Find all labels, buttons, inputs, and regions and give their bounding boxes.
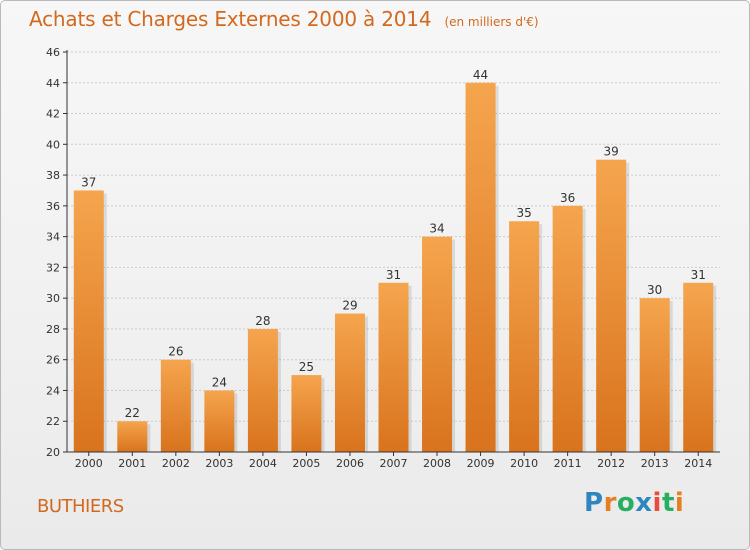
chart-subtitle: (en milliers d'€) xyxy=(444,15,539,29)
bar xyxy=(73,190,104,452)
x-tick-label: 2005 xyxy=(292,457,320,470)
bar xyxy=(117,421,148,452)
bar xyxy=(160,359,191,452)
bar xyxy=(596,159,627,452)
logo-letter: i xyxy=(674,488,685,518)
bar xyxy=(509,221,540,452)
bar xyxy=(683,282,714,452)
bar xyxy=(378,282,409,452)
logo-letter: o xyxy=(616,488,636,518)
logo-letter: P xyxy=(584,488,604,518)
x-tick-label: 2008 xyxy=(423,457,451,470)
x-tick-label: 2002 xyxy=(162,457,190,470)
bar-value-label: 29 xyxy=(342,299,357,313)
y-tick-label: 32 xyxy=(46,261,60,274)
bar-value-label: 31 xyxy=(386,268,401,282)
x-tick-label: 2014 xyxy=(684,457,712,470)
y-tick-label: 44 xyxy=(46,77,60,90)
x-tick-label: 2013 xyxy=(641,457,669,470)
x-tick-label: 2001 xyxy=(118,457,146,470)
bar xyxy=(334,313,365,452)
bar xyxy=(465,82,496,453)
bar-value-label: 28 xyxy=(255,314,270,328)
y-tick-label: 36 xyxy=(46,200,60,213)
y-tick-label: 38 xyxy=(46,169,60,182)
chart-title-text: Achats et Charges Externes 2000 à 2014 xyxy=(29,7,432,31)
bar xyxy=(639,298,670,452)
bar-value-label: 34 xyxy=(429,222,444,236)
logo-letter: i xyxy=(652,488,662,518)
bar xyxy=(291,375,322,452)
bar-value-label: 25 xyxy=(299,360,314,374)
y-tick-label: 22 xyxy=(46,415,60,428)
y-tick-label: 28 xyxy=(46,323,60,336)
bar xyxy=(552,205,583,452)
x-tick-label: 2012 xyxy=(597,457,625,470)
bar xyxy=(204,390,235,452)
bar-value-label: 39 xyxy=(604,145,619,159)
y-tick-label: 20 xyxy=(46,446,60,459)
y-tick-label: 40 xyxy=(46,138,60,151)
bar-value-label: 36 xyxy=(560,191,575,205)
y-tick-label: 24 xyxy=(46,384,60,397)
x-tick-label: 2006 xyxy=(336,457,364,470)
y-tick-label: 30 xyxy=(46,292,60,305)
proxiti-logo: Proxiti xyxy=(584,488,684,518)
bar-value-label: 37 xyxy=(81,175,96,189)
bar-value-label: 22 xyxy=(125,406,140,420)
logo-letter: x xyxy=(635,488,653,518)
labels: 20 22 24 26 28 30 32 34 36 38 40 42 44 46 37 2000 22 2001… xyxy=(46,46,712,470)
logo-letter: r xyxy=(603,488,617,518)
x-tick-label: 2009 xyxy=(467,457,495,470)
y-tick-label: 42 xyxy=(46,108,60,121)
x-tick-label: 2004 xyxy=(249,457,277,470)
bar xyxy=(247,328,278,452)
bar-value-label: 30 xyxy=(647,283,662,297)
x-tick-label: 2011 xyxy=(554,457,582,470)
y-tick-label: 26 xyxy=(46,354,60,367)
x-tick-label: 2000 xyxy=(75,457,103,470)
axes xyxy=(63,50,720,456)
bar-value-label: 35 xyxy=(516,206,531,220)
y-tick-label: 34 xyxy=(46,231,60,244)
x-tick-label: 2010 xyxy=(510,457,538,470)
place-name: BUTHIERS xyxy=(37,496,124,517)
y-tick-label: 46 xyxy=(46,46,60,59)
bar-value-label: 26 xyxy=(168,345,183,359)
bar xyxy=(422,236,453,452)
chart-title: Achats et Charges Externes 2000 à 2014 (… xyxy=(29,7,539,31)
logo-letter: t xyxy=(661,488,675,518)
bar-value-label: 31 xyxy=(691,268,706,282)
x-tick-label: 2007 xyxy=(380,457,408,470)
bars xyxy=(73,82,717,453)
bar-value-label: 44 xyxy=(473,68,488,82)
x-tick-label: 2003 xyxy=(205,457,233,470)
bar-value-label: 24 xyxy=(212,375,227,389)
